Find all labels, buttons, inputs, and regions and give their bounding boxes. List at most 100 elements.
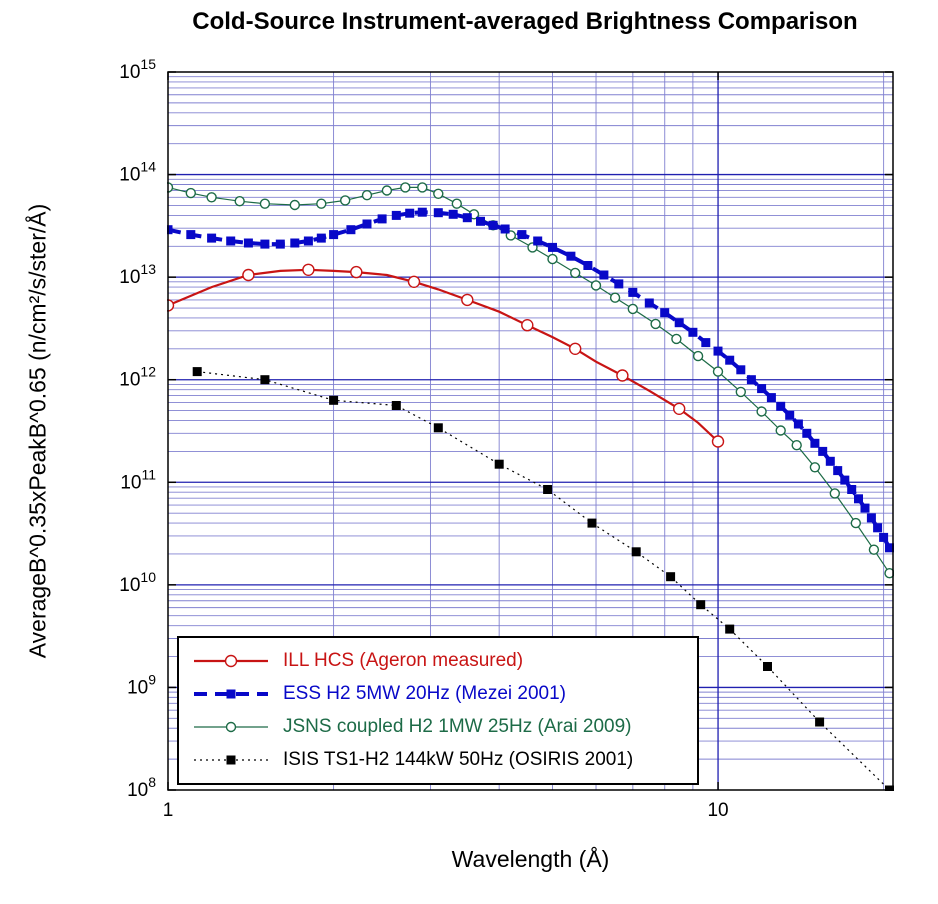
marker-ess [776, 401, 786, 411]
marker-ess [793, 419, 803, 429]
marker-jsns [361, 189, 373, 201]
marker-isis [815, 717, 825, 727]
marker-jsns [381, 185, 393, 196]
legend-item-isis: ISIS TS1-H2 144kW 50Hz (OSIRIS 2001) [191, 745, 687, 775]
marker-ess [417, 207, 427, 217]
marker-isis [587, 518, 597, 528]
marker-ess [599, 270, 609, 280]
marker-isis [329, 395, 339, 405]
legend-label-ill: ILL HCS (Ageron measured) [283, 650, 524, 671]
marker-ill [461, 293, 474, 307]
marker-ess [377, 214, 387, 224]
marker-isis [260, 375, 270, 385]
marker-ess [207, 233, 217, 243]
marker-jsns [609, 292, 621, 303]
legend-sample-isis [194, 755, 268, 765]
chart-title: Cold-Source Instrument-averaged Brightne… [192, 8, 858, 35]
marker-ess [847, 485, 857, 494]
marker-ill [302, 263, 315, 276]
y-tick-label: 109 [127, 671, 156, 698]
marker-ess [167, 225, 173, 235]
marker-ess [644, 298, 654, 308]
marker-ess [860, 503, 870, 513]
marker-jsns [340, 195, 351, 206]
marker-isis [666, 572, 676, 582]
marker-ill [407, 275, 421, 288]
marker-jsns [570, 267, 581, 279]
marker-ess [303, 236, 313, 246]
marker-ess [316, 233, 326, 243]
tick-labels: 108 109 1010 1011 1012 1013 1014 1015 1 10 [119, 56, 728, 821]
marker-jsns [627, 303, 638, 315]
legend-label-isis: ISIS TS1-H2 144kW 50Hz (OSIRIS 2001) [283, 749, 634, 770]
marker-ess [583, 261, 593, 270]
marker-ill [521, 319, 534, 332]
marker-ess [885, 543, 894, 553]
marker-ess [674, 318, 684, 328]
marker-ess [548, 242, 557, 252]
marker-ess [825, 456, 835, 466]
marker-ess [833, 466, 843, 476]
y-tick-label: 1011 [120, 466, 156, 493]
marker-ess [346, 225, 356, 235]
marker-ess [879, 532, 889, 542]
marker-ill [242, 268, 255, 282]
legend-sample-ill [194, 654, 268, 668]
marker-ess [854, 494, 863, 504]
marker-ill [569, 342, 582, 355]
marker-ess [713, 346, 723, 356]
marker-ess [186, 230, 196, 240]
legend-item-jsns: JSNS coupled H2 1MW 25Hz (Arai 2009) [191, 712, 687, 742]
marker-jsns [185, 187, 197, 199]
marker-ess [757, 384, 767, 394]
marker-ess [391, 210, 401, 220]
marker-jsns [451, 198, 462, 209]
marker-jsns [868, 544, 880, 555]
marker-jsns [650, 318, 661, 330]
y-tick-label: 1015 [119, 56, 156, 83]
marker-ess [810, 438, 820, 448]
y-tick-label: 1010 [119, 569, 156, 596]
marker-ess [362, 219, 372, 229]
marker-jsns [289, 199, 300, 211]
marker-ess [329, 230, 339, 240]
marker-ill [350, 265, 363, 279]
marker-jsns [712, 366, 724, 377]
marker-isis [433, 423, 443, 433]
legend-sample-ess [194, 689, 268, 699]
marker-jsns [234, 195, 245, 207]
series-ess [167, 207, 894, 553]
marker-jsns [206, 192, 217, 203]
marker-ess [785, 410, 795, 420]
y-tick-label: 1013 [119, 261, 156, 288]
marker-ill [616, 369, 629, 382]
y-tick-label: 1012 [119, 364, 156, 391]
marker-jsns [809, 462, 821, 473]
marker-jsns [850, 517, 861, 529]
marker-ess [226, 236, 236, 246]
legend-label-ess: ESS H2 5MW 20Hz (Mezei 2001) [283, 683, 566, 704]
marker-ess [688, 327, 698, 337]
series-isis [192, 367, 894, 791]
marker-ess [873, 523, 883, 533]
marker-ess [517, 230, 527, 240]
marker-ess [290, 238, 300, 248]
marker-jsns [417, 182, 428, 193]
marker-jsns [692, 350, 704, 362]
series-ill [167, 263, 725, 448]
marker-jsns [829, 488, 840, 499]
y-tick-label: 1014 [119, 159, 156, 186]
marker-jsns [433, 188, 444, 200]
marker-jsns [775, 425, 786, 436]
series-jsns [167, 182, 894, 579]
marker-ill [711, 435, 725, 448]
x-tick-label: 1 [163, 800, 174, 821]
marker-jsns [735, 386, 746, 398]
marker-ess [818, 446, 828, 456]
marker-ess [405, 208, 415, 218]
marker-ess [766, 393, 776, 403]
marker-ess [701, 338, 711, 348]
marker-ess [840, 475, 850, 485]
marker-ess [462, 213, 472, 223]
